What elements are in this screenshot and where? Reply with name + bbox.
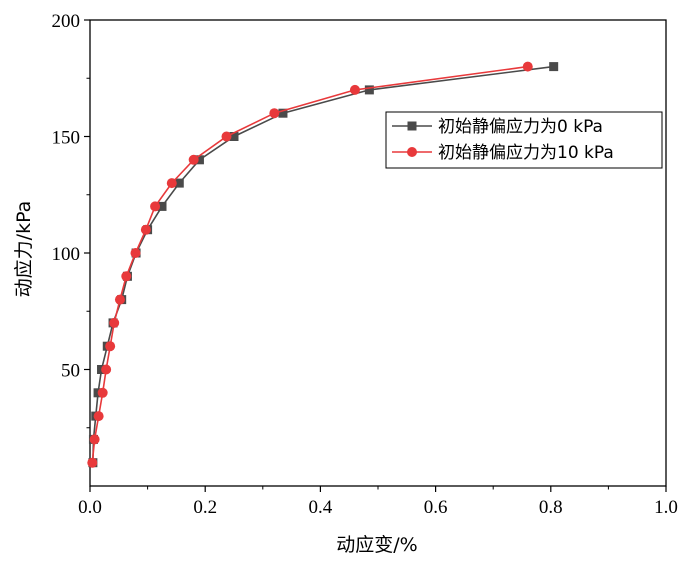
y-tick-label: 150 xyxy=(52,128,81,149)
x-tick-label: 0.8 xyxy=(539,497,563,518)
x-tick-label: 0.4 xyxy=(309,497,333,518)
data-point-circle xyxy=(150,201,161,212)
data-point-circle xyxy=(130,248,141,258)
legend-marker-square xyxy=(407,121,417,131)
legend-marker-circle xyxy=(407,147,417,157)
data-point-circle xyxy=(188,154,199,165)
x-tick-label: 0.2 xyxy=(193,497,217,518)
x-tick-label: 0.6 xyxy=(424,497,448,518)
data-point-circle xyxy=(101,364,112,375)
data-point-square xyxy=(278,108,288,118)
y-tick-label: 100 xyxy=(52,244,81,265)
x-tick-label: 0.0 xyxy=(78,497,102,518)
data-point-square xyxy=(364,85,374,95)
plot-area xyxy=(89,19,667,487)
x-axis-title: 动应变/% xyxy=(336,534,417,556)
data-point-circle xyxy=(89,434,100,445)
data-point-square xyxy=(174,178,184,188)
data-point-circle xyxy=(109,317,120,328)
series-2 xyxy=(87,61,533,468)
data-point-square xyxy=(549,62,559,72)
data-point-circle xyxy=(140,224,151,235)
y-axis-title: 动应力/kPa xyxy=(13,201,35,298)
data-point-circle xyxy=(221,131,232,142)
data-point-circle xyxy=(349,84,360,95)
plot-frame xyxy=(89,19,667,487)
data-point-square xyxy=(157,201,167,211)
legend-box xyxy=(385,111,663,169)
legend: 初始静偏应力为0 kPa 初始静偏应力为10 kPa xyxy=(385,111,663,169)
data-point-square xyxy=(229,132,239,141)
series-layer xyxy=(87,61,559,468)
x-tick-label: 1.0 xyxy=(654,497,678,518)
data-point-circle xyxy=(121,271,132,282)
data-point-circle xyxy=(522,61,533,72)
data-point-circle xyxy=(87,457,98,468)
data-point-circle xyxy=(105,341,116,352)
data-point-circle xyxy=(114,294,125,305)
y-tick-label: 50 xyxy=(61,361,80,382)
data-point-circle xyxy=(166,178,177,189)
data-point-circle xyxy=(269,108,280,119)
y-tick-label: 200 xyxy=(52,11,81,32)
data-point-square xyxy=(194,155,204,165)
axes-layer: 0.0 0.2 0.4 0.6 0.8 1.0 50 100 150 200 xyxy=(52,11,678,518)
data-point-circle xyxy=(97,387,108,398)
legend-label: 初始静偏应力为10 kPa xyxy=(438,143,614,163)
legend-label: 初始静偏应力为0 kPa xyxy=(438,117,603,137)
data-point-circle xyxy=(93,411,104,422)
